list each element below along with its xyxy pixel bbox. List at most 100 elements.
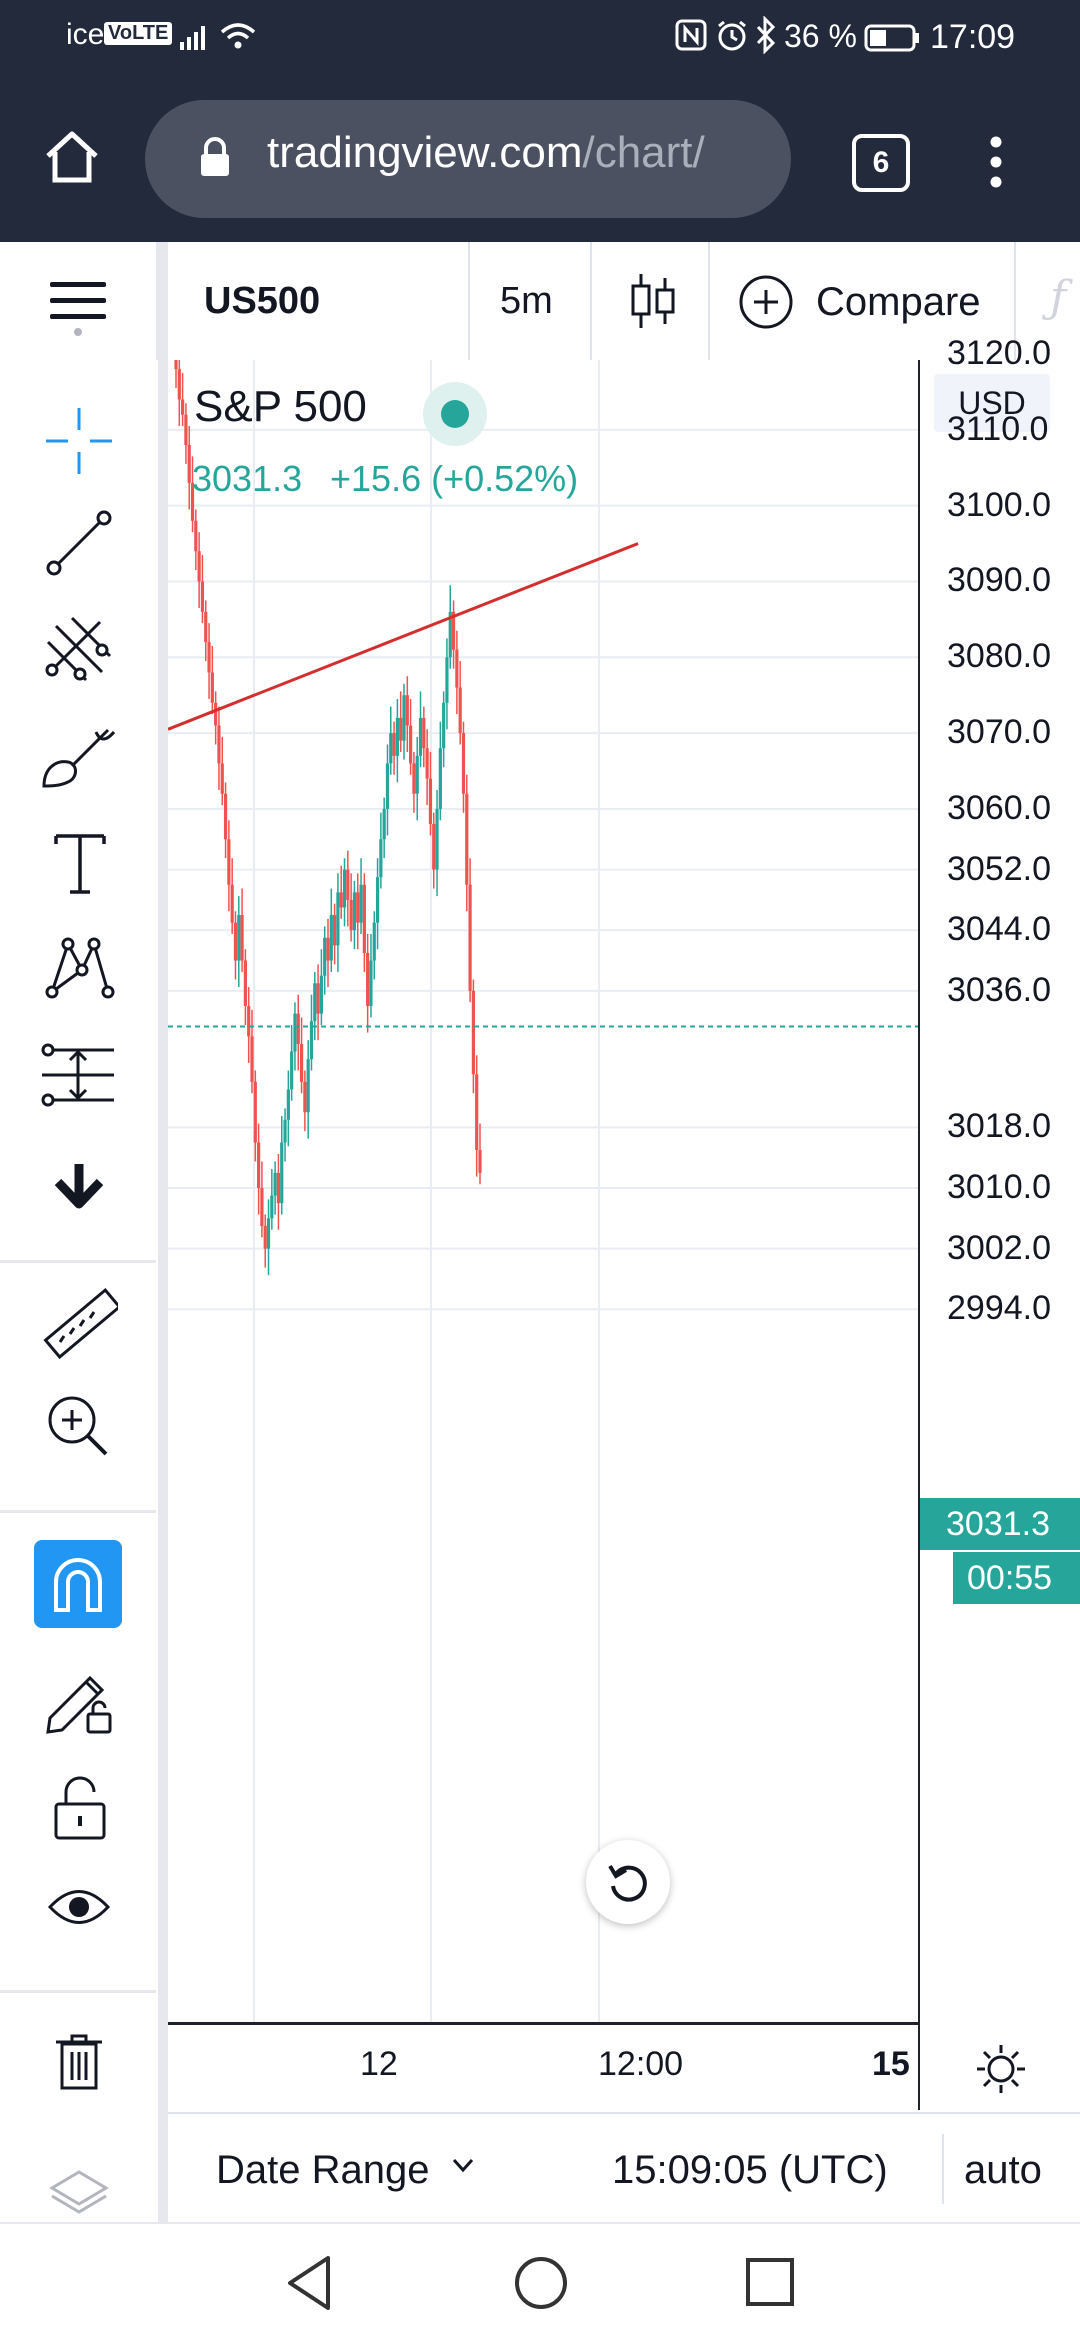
home-icon[interactable] [42,126,102,186]
symbol-button[interactable]: US500 [204,280,321,322]
chart-type-icon[interactable] [628,268,678,334]
lock-icon [197,136,233,180]
url-domain: tradingview.com [267,128,583,177]
candle-body [296,1013,300,1044]
crosshair-icon[interactable] [42,404,116,478]
candle-body [316,983,320,1014]
candle-body [214,702,218,726]
lock-drawings-icon[interactable] [42,1660,118,1736]
last-price-label: 3031.3 [920,1498,1080,1550]
drawing-toolbar [0,360,158,2222]
auto-scale-button[interactable]: auto [964,2148,1042,2192]
market-status-icon[interactable] [423,382,487,446]
chart-pane[interactable]: S&P 500 3031.3 +15.6 (+0.52%) [168,360,920,2022]
trend-line-icon[interactable] [42,506,116,580]
price-tick: 3010.0 [947,1168,1051,1206]
price-tick: 2994.0 [947,1289,1051,1328]
candle-body [428,778,433,825]
candle-body [266,1218,271,1249]
candle-body [352,892,357,931]
candle-body [233,922,238,961]
candle-body [458,687,462,734]
candle-body [395,717,399,756]
candle-body [174,360,178,370]
candle-body [385,763,390,809]
candle-body [346,869,350,900]
utc-clock[interactable]: 15:09:05 (UTC) [612,2148,888,2192]
recents-icon[interactable] [744,2256,798,2310]
back-icon[interactable] [284,2254,334,2312]
candle-body [389,733,393,764]
battery-percent: 36 % [784,18,857,54]
candle-body [227,839,231,885]
candle-body [402,695,406,741]
candle-body [257,1142,261,1188]
magnet-icon [48,1554,108,1614]
candle-body [194,520,198,552]
clock: 17:09 [930,18,1016,56]
trash-icon[interactable] [54,2032,104,2092]
date-range-button[interactable]: Date Range [216,2148,430,2192]
pattern-icon[interactable] [42,930,116,1004]
compare-button[interactable]: Compare [816,280,981,324]
candle-body [451,611,456,650]
reset-icon [606,1860,650,1904]
price-axis[interactable]: USD [920,360,1080,2022]
candle-body [349,899,353,931]
candle-body [362,884,366,953]
indicators-icon[interactable]: ƒ [1050,272,1067,323]
candle-body [207,642,211,673]
candle-body [204,611,208,643]
price-chart[interactable] [168,360,920,2022]
measure-range-icon[interactable] [38,1038,118,1112]
ruler-icon[interactable] [38,1286,118,1366]
zoom-in-icon[interactable] [44,1392,112,1460]
more-menu-icon[interactable] [984,134,1008,190]
candle-body [273,1172,277,1196]
candle-body [445,657,449,703]
wifi-icon [218,18,258,52]
arrow-down-icon[interactable] [50,1160,108,1210]
settings-gear-icon[interactable] [974,2042,1028,2096]
candle-body [326,937,330,961]
time-tick: 12:00 [598,2045,684,2083]
reset-chart-button[interactable] [586,1840,670,1924]
price-tick: 3002.0 [947,1228,1051,1267]
chevron-down-icon[interactable] [448,2150,478,2180]
signal-icon [178,22,212,52]
candle-body [181,399,185,415]
price-tick: 3070.0 [947,713,1051,752]
eye-icon[interactable] [46,1882,112,1932]
menu-icon[interactable] [50,278,106,338]
pitchfork-icon[interactable] [42,612,116,686]
divider [942,2134,944,2204]
magnet-button[interactable] [34,1540,122,1628]
candle-body [435,808,439,870]
unlock-icon[interactable] [52,1774,108,1842]
time-axis[interactable]: 12 12:00 15 [168,2022,918,2115]
candle-body [405,695,409,726]
candle-body [200,581,205,612]
brush-icon[interactable] [38,720,118,794]
android-nav-bar [0,2222,1080,2342]
candle-body [329,915,333,961]
candle-body [293,1013,297,1052]
candle-body [336,892,340,946]
text-tool-icon[interactable] [48,826,112,900]
candle-body [313,983,317,1022]
candle-body [409,725,413,764]
layers-icon[interactable] [48,2160,110,2216]
compare-plus-icon[interactable] [738,274,794,330]
candle-body [323,937,327,976]
candle-body [448,611,452,658]
home-nav-icon[interactable] [512,2254,570,2312]
candle-body [475,1074,479,1151]
candle-body [260,1188,264,1226]
price-tick: 3110.0 [947,409,1049,448]
candle-body [243,960,247,1007]
currency-badge[interactable]: USD [934,374,1050,432]
tab-switcher-button[interactable]: 6 [852,134,910,192]
address-bar[interactable]: tradingview.com/chart/ [145,100,791,218]
interval-button[interactable]: 5m [500,280,553,322]
battery-icon [864,24,922,52]
